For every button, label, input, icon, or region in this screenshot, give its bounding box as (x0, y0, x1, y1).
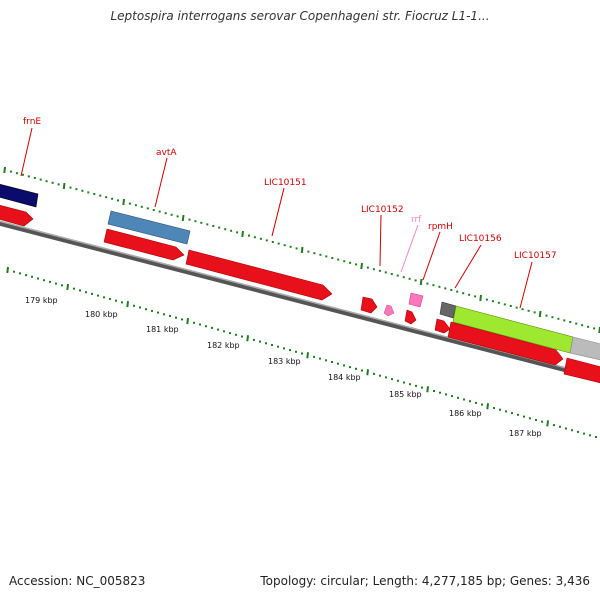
major-tick (241, 230, 244, 238)
callout-rrf (400, 224, 419, 273)
accession-text: Accession: NC_005823 (9, 574, 146, 588)
major-tick (246, 335, 249, 342)
major-tick (6, 266, 9, 274)
gene-labels: frnE avtA LIC10151 LIC10152 rrf rpmH LIC… (23, 117, 557, 261)
scale-labels: 179 kbp 180 kbp 181 kbp 182 kbp 183 kbp … (25, 296, 542, 438)
scale-label: 180 kbp (85, 310, 118, 319)
major-tick (479, 294, 482, 302)
map-title: Leptospira interrogans serovar Copenhage… (110, 9, 490, 23)
scale-label: 185 kbp (389, 390, 422, 399)
scale-label: 179 kbp (25, 296, 58, 305)
trna-arrow[interactable] (383, 304, 395, 317)
cds-arrow-right-edge[interactable] (563, 357, 600, 384)
cds-arrow-avtA[interactable] (103, 228, 185, 261)
callout-frnE (20, 127, 33, 177)
gene-label-avtA[interactable]: avtA (156, 148, 177, 158)
major-tick (186, 317, 189, 325)
major-tick (3, 166, 6, 174)
callout-LIC10151 (271, 187, 285, 237)
cds-arrow-frnE[interactable] (0, 204, 34, 227)
major-tick (66, 283, 69, 291)
gene-label-LIC10151[interactable]: LIC10151 (264, 178, 307, 188)
callout-LIC10156 (454, 244, 482, 289)
scale-label: 183 kbp (268, 357, 301, 366)
major-tick (126, 300, 129, 308)
gene-label-frnE[interactable]: frnE (23, 117, 41, 127)
major-tick (538, 310, 542, 318)
scale-label: 186 kbp (449, 409, 482, 418)
feature-navy-block[interactable] (0, 183, 39, 208)
major-tick (306, 352, 309, 359)
cds-arrow-LIC10152[interactable] (360, 296, 378, 314)
gene-label-LIC10157[interactable]: LIC10157 (514, 251, 557, 261)
major-tick (360, 262, 363, 270)
cds-arrow-LIC10151[interactable] (185, 249, 333, 301)
gene-label-LIC10156[interactable]: LIC10156 (459, 234, 502, 244)
cds-arrow-small[interactable] (434, 318, 451, 334)
outer-strand-features (0, 183, 600, 361)
cds-arrow-LIC10156[interactable] (447, 321, 564, 366)
label-callouts (20, 127, 533, 309)
scale-label: 187 kbp (509, 429, 542, 438)
gene-label-LIC10152[interactable]: LIC10152 (361, 205, 404, 215)
feature-gray-block[interactable] (569, 336, 600, 361)
major-tick (419, 278, 423, 286)
callout-avtA (154, 157, 168, 208)
inner-tick-ring (6, 266, 597, 438)
genome-summary-text: Topology: circular; Length: 4,277,185 bp… (260, 574, 590, 588)
major-tick (62, 182, 66, 190)
callout-LIC10152 (379, 214, 382, 267)
genome-backbone (0, 220, 600, 382)
major-tick (300, 246, 304, 254)
feature-dark-small[interactable] (439, 301, 457, 319)
major-tick (486, 403, 489, 410)
major-tick (426, 386, 429, 393)
callout-LIC10157 (519, 261, 533, 309)
major-tick (366, 369, 369, 376)
cds-arrow-rpmH[interactable] (404, 309, 417, 325)
major-tick (122, 198, 125, 206)
inner-strand-features (0, 204, 600, 384)
feature-rrf[interactable] (408, 292, 424, 308)
feature-avtA-block[interactable] (107, 210, 191, 245)
major-tick (181, 214, 185, 222)
outer-tick-ring (3, 166, 600, 334)
callout-rpmH (422, 231, 441, 281)
scale-label: 182 kbp (207, 341, 240, 350)
scale-label: 184 kbp (328, 373, 361, 382)
major-tick (546, 420, 549, 427)
gene-label-rrf[interactable]: rrf (411, 215, 422, 225)
scale-label: 181 kbp (146, 325, 179, 334)
gene-label-rpmH[interactable]: rpmH (428, 222, 453, 232)
